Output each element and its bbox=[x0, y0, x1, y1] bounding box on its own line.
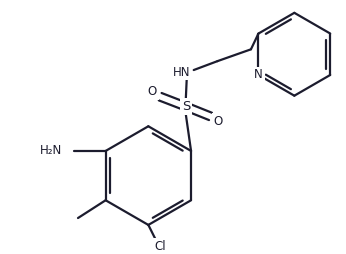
Text: Cl: Cl bbox=[154, 240, 166, 253]
Text: S: S bbox=[182, 100, 190, 113]
Text: O: O bbox=[214, 115, 223, 128]
Text: H₂N: H₂N bbox=[40, 145, 62, 157]
Text: HN: HN bbox=[173, 66, 191, 78]
Text: O: O bbox=[148, 85, 157, 98]
Text: N: N bbox=[254, 69, 263, 82]
